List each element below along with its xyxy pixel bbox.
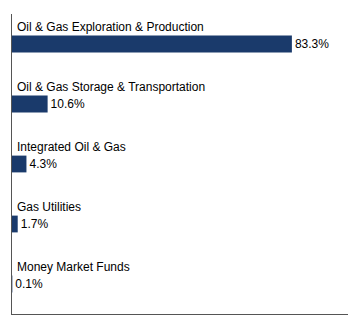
svg-text:Money Market Funds: Money Market Funds [17, 260, 130, 274]
svg-text:Oil & Gas Storage & Transporta: Oil & Gas Storage & Transportation [17, 80, 205, 94]
svg-text:1.7%: 1.7% [21, 217, 49, 231]
svg-text:10.6%: 10.6% [51, 97, 85, 111]
svg-text:Gas Utilities: Gas Utilities [17, 200, 81, 214]
svg-text:4.3%: 4.3% [29, 157, 57, 171]
svg-text:83.3%: 83.3% [295, 37, 329, 51]
svg-text:0.1%: 0.1% [15, 277, 43, 291]
svg-text:Oil & Gas Exploration & Produc: Oil & Gas Exploration & Production [17, 20, 204, 34]
svg-text:Integrated Oil & Gas: Integrated Oil & Gas [17, 140, 126, 154]
